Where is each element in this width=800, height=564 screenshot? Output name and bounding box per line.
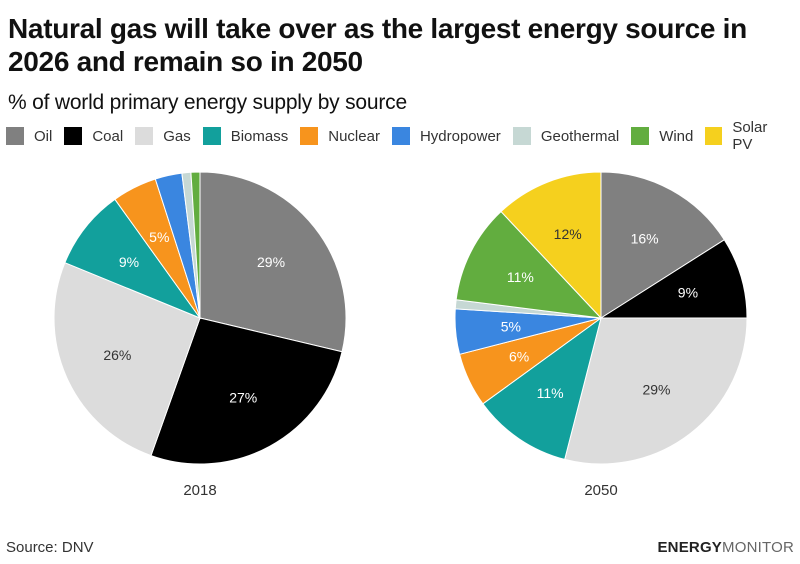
legend-label-gas: Gas: [163, 127, 191, 145]
pie-2018: 29% 27% 26% 9% 5%: [53, 171, 347, 465]
legend-label-geothermal: Geothermal: [540, 127, 620, 145]
legend-item-biomass: Biomass: [202, 127, 289, 145]
slice-label-2050-gas: 29%: [642, 382, 670, 398]
brand-logo-bold: ENERGY: [657, 539, 723, 556]
slice-2050-coal: [599, 239, 748, 319]
slice-label-2050-wind: 11%: [507, 269, 534, 285]
legend-swatch-wind: [631, 127, 650, 145]
legend-swatch-oil: [6, 127, 24, 145]
slice-2018-oil: [199, 171, 347, 353]
slice-2050-oil: [600, 171, 725, 319]
slice-2050-gas: [564, 317, 748, 465]
slice-2018-gas: [53, 262, 201, 457]
slice-2018-biomass: [64, 198, 202, 320]
slice-2050-biomass: [482, 316, 602, 461]
legend: Oil Coal Gas Biomass Nuclear Hydropower Geothe…: [6, 119, 800, 153]
legend-label-nuclear: Nuclear: [328, 127, 380, 145]
legend-swatch-gas: [135, 127, 154, 145]
slice-label-2050-nuclear: 6%: [509, 349, 529, 365]
slice-label-2050-hydropower: 5%: [501, 319, 521, 335]
year-label-2050: 2050: [584, 482, 617, 499]
legend-swatch-hydropower: [391, 127, 410, 145]
slice-label-2018-oil: 29%: [257, 254, 285, 270]
slice-label-2018-biomass: 9%: [119, 254, 139, 270]
source-note: Source: DNV: [6, 539, 94, 556]
slice-label-2050-oil: 16%: [631, 231, 659, 247]
slice-2050-solar-pv: [500, 171, 602, 320]
year-label-2018: 2018: [183, 482, 216, 499]
legend-swatch-nuclear: [300, 127, 319, 145]
legend-swatch-coal: [64, 127, 83, 145]
brand-logo: ENERGYMONITOR: [657, 539, 794, 556]
slice-label-2018-coal: 27%: [229, 390, 257, 406]
legend-item-geothermal: Geothermal: [512, 127, 620, 145]
legend-item-gas: Gas: [135, 127, 191, 145]
legend-item-solar-pv: Solar PV: [705, 119, 788, 153]
legend-item-coal: Coal: [64, 127, 123, 145]
legend-label-oil: Oil: [34, 127, 53, 145]
legend-label-wind: Wind: [659, 127, 694, 145]
legend-label-coal: Coal: [92, 127, 124, 145]
legend-item-wind: Wind: [631, 127, 693, 145]
slice-2018-coal: [150, 317, 343, 465]
brand-logo-light: MONITOR: [722, 539, 794, 556]
legend-item-hydropower: Hydropower: [391, 127, 501, 145]
legend-swatch-biomass: [202, 127, 221, 145]
slice-label-2018-gas: 26%: [103, 347, 131, 363]
legend-label-solar-pv: Solar PV: [732, 119, 768, 153]
legend-label-hydropower: Hydropower: [419, 127, 501, 145]
legend-swatch-solar-pv: [705, 127, 723, 145]
legend-item-nuclear: Nuclear: [300, 127, 380, 145]
chart-title: Natural gas will take over as the larges…: [8, 13, 747, 77]
legend-label-biomass: Biomass: [230, 127, 289, 145]
pie-2050: 16% 9% 29% 11% 6% 5% 11% 12%: [454, 171, 748, 465]
slice-2018-wind: [190, 171, 201, 319]
legend-swatch-geothermal: [512, 127, 531, 145]
legend-item-oil: Oil: [6, 127, 52, 145]
slice-2050-wind: [455, 210, 603, 319]
slice-label-2050-solar-pv: 12%: [554, 226, 582, 242]
slice-label-2050-coal: 9%: [678, 285, 698, 301]
slice-label-2018-nuclear: 5%: [149, 229, 169, 245]
chart-subtitle: % of world primary energy supply by sour…: [8, 91, 407, 114]
slice-label-2050-biomass: 11%: [537, 385, 564, 401]
